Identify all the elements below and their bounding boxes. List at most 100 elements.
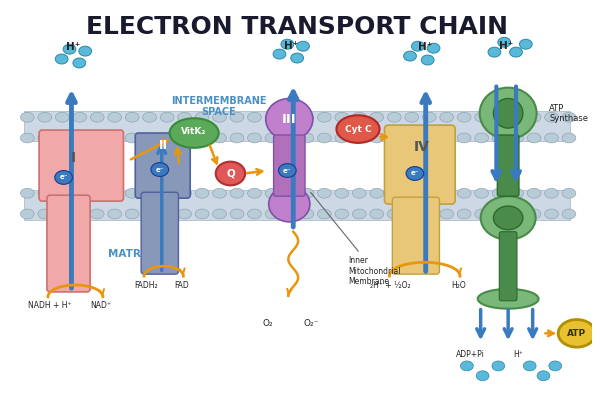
Ellipse shape: [388, 188, 401, 198]
Ellipse shape: [212, 133, 226, 143]
Text: VitK₂: VitK₂: [181, 126, 207, 136]
Text: Cyt C: Cyt C: [344, 125, 371, 134]
Text: NAD⁺: NAD⁺: [91, 301, 112, 310]
Ellipse shape: [492, 188, 506, 198]
Ellipse shape: [212, 188, 226, 198]
Ellipse shape: [427, 43, 440, 53]
Ellipse shape: [212, 209, 226, 219]
Text: Q: Q: [226, 168, 235, 178]
Ellipse shape: [406, 167, 424, 181]
Ellipse shape: [281, 39, 294, 49]
Ellipse shape: [317, 112, 331, 122]
Text: e⁻: e⁻: [59, 174, 68, 181]
Ellipse shape: [509, 112, 523, 122]
Ellipse shape: [20, 112, 34, 122]
Ellipse shape: [216, 162, 245, 185]
Ellipse shape: [63, 44, 76, 54]
Ellipse shape: [91, 209, 104, 219]
Ellipse shape: [527, 209, 541, 219]
Ellipse shape: [273, 49, 286, 59]
Ellipse shape: [457, 209, 471, 219]
Ellipse shape: [493, 206, 523, 230]
Ellipse shape: [91, 133, 104, 143]
Text: H⁺: H⁺: [67, 42, 80, 52]
Ellipse shape: [91, 112, 104, 122]
Ellipse shape: [404, 51, 416, 61]
Ellipse shape: [405, 133, 419, 143]
Ellipse shape: [195, 188, 209, 198]
Ellipse shape: [545, 209, 559, 219]
Ellipse shape: [492, 133, 506, 143]
Ellipse shape: [545, 112, 559, 122]
Ellipse shape: [151, 163, 169, 176]
Ellipse shape: [537, 371, 550, 381]
Text: III: III: [282, 113, 296, 126]
Ellipse shape: [160, 133, 174, 143]
Ellipse shape: [230, 133, 244, 143]
Ellipse shape: [55, 171, 73, 184]
Text: ADP+Pi: ADP+Pi: [457, 350, 485, 359]
Ellipse shape: [335, 188, 349, 198]
Ellipse shape: [523, 361, 536, 371]
Ellipse shape: [178, 112, 191, 122]
Ellipse shape: [476, 371, 489, 381]
Text: MATRIX: MATRIX: [108, 249, 153, 260]
Ellipse shape: [422, 133, 436, 143]
Ellipse shape: [265, 112, 279, 122]
FancyBboxPatch shape: [385, 125, 455, 204]
Ellipse shape: [300, 209, 314, 219]
Ellipse shape: [20, 133, 34, 143]
Ellipse shape: [352, 133, 366, 143]
Ellipse shape: [300, 112, 314, 122]
Ellipse shape: [440, 209, 454, 219]
Ellipse shape: [38, 112, 52, 122]
Text: I: I: [71, 151, 76, 165]
Ellipse shape: [195, 209, 209, 219]
Ellipse shape: [335, 209, 349, 219]
Ellipse shape: [143, 133, 157, 143]
Ellipse shape: [143, 209, 157, 219]
FancyBboxPatch shape: [499, 232, 517, 301]
Ellipse shape: [160, 209, 174, 219]
Ellipse shape: [230, 188, 244, 198]
Ellipse shape: [352, 112, 366, 122]
Ellipse shape: [475, 133, 488, 143]
Ellipse shape: [475, 112, 488, 122]
Text: NADH + H⁺: NADH + H⁺: [28, 301, 71, 310]
Ellipse shape: [38, 209, 52, 219]
Ellipse shape: [125, 133, 139, 143]
Ellipse shape: [55, 112, 69, 122]
Text: FAD: FAD: [174, 281, 189, 290]
Ellipse shape: [160, 188, 174, 198]
Ellipse shape: [352, 209, 366, 219]
Ellipse shape: [300, 133, 314, 143]
Ellipse shape: [520, 39, 532, 49]
Ellipse shape: [549, 361, 562, 371]
Ellipse shape: [562, 188, 576, 198]
Ellipse shape: [73, 188, 86, 198]
Ellipse shape: [143, 112, 157, 122]
Ellipse shape: [405, 112, 419, 122]
FancyBboxPatch shape: [274, 135, 305, 196]
Ellipse shape: [388, 112, 401, 122]
FancyBboxPatch shape: [135, 133, 190, 198]
Ellipse shape: [38, 133, 52, 143]
Ellipse shape: [527, 133, 541, 143]
Ellipse shape: [509, 188, 523, 198]
Ellipse shape: [475, 209, 488, 219]
Ellipse shape: [55, 209, 69, 219]
Ellipse shape: [509, 47, 523, 57]
Ellipse shape: [527, 112, 541, 122]
Ellipse shape: [73, 133, 86, 143]
Ellipse shape: [352, 188, 366, 198]
Ellipse shape: [265, 188, 279, 198]
Ellipse shape: [335, 133, 349, 143]
Ellipse shape: [248, 188, 262, 198]
Ellipse shape: [498, 37, 511, 47]
Text: INTERMEMBRANE
SPACE: INTERMEMBRANE SPACE: [171, 96, 266, 117]
Ellipse shape: [278, 164, 296, 177]
Text: FADH₂: FADH₂: [134, 281, 158, 290]
Ellipse shape: [143, 188, 157, 198]
Ellipse shape: [370, 133, 383, 143]
Ellipse shape: [283, 188, 296, 198]
